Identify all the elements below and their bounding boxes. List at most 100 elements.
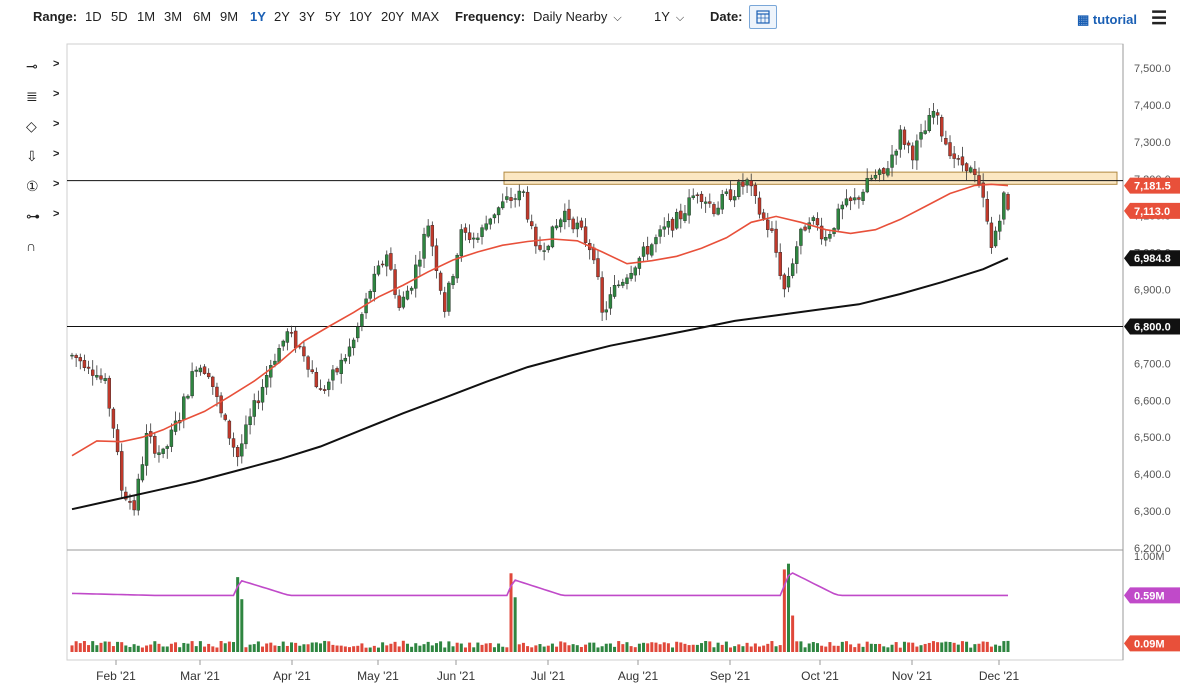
volume-bar — [459, 643, 463, 652]
candle-up — [861, 191, 865, 201]
magnet-icon: ∩ — [26, 238, 37, 254]
range-button-1d[interactable]: 1D — [85, 9, 102, 24]
candle-down — [534, 226, 538, 247]
volume-bar — [401, 640, 405, 652]
volume-bar — [646, 643, 650, 652]
tutorial-link[interactable]: ▦ tutorial — [1077, 12, 1137, 28]
range-button-5d[interactable]: 5D — [111, 9, 128, 24]
candle-up — [484, 223, 488, 230]
candle-up — [869, 177, 874, 180]
candle-up — [969, 167, 973, 173]
candle-up — [546, 245, 550, 251]
range-button-3m[interactable]: 3M — [164, 9, 183, 24]
range-button-1y[interactable]: 1Y — [250, 9, 266, 24]
volume-bar — [414, 643, 418, 652]
candle-up — [633, 267, 637, 276]
volume-bar — [815, 643, 819, 652]
volume-bar — [840, 641, 844, 652]
volume-bar — [675, 641, 679, 652]
drawing-tool-0[interactable]: ⊸ > — [24, 58, 64, 80]
price-tick-label: 6,400.0 — [1134, 469, 1171, 481]
drawing-tool-5[interactable]: ⊶ > — [24, 208, 64, 230]
volume-bar — [87, 645, 91, 652]
drawing-tool-4[interactable]: ① > — [24, 178, 64, 200]
frequency-value: Daily Nearby — [533, 9, 608, 24]
drawing-tool-2[interactable]: ◇ > — [24, 118, 64, 140]
candle-up — [173, 420, 178, 432]
candle-down — [202, 366, 207, 374]
volume-bar — [1006, 640, 1010, 652]
candle-up — [625, 277, 629, 284]
drawing-tool-1[interactable]: ≣ > — [24, 88, 64, 110]
candle-up — [368, 291, 372, 299]
candle-up — [575, 222, 579, 230]
chevron-down-icon: ⌵ — [613, 12, 622, 24]
range-button-10y[interactable]: 10Y — [349, 9, 373, 24]
volume-bar — [625, 642, 629, 652]
chevron-right-icon: > — [53, 148, 60, 160]
candle-up — [894, 150, 898, 156]
candle-down — [256, 400, 261, 404]
volume-bar — [911, 642, 915, 652]
volume-bar — [940, 642, 944, 652]
volume-bar — [534, 645, 538, 652]
volume-bar — [762, 645, 766, 652]
chevron-down-icon: ⌵ — [675, 12, 685, 24]
volume-bar — [232, 642, 236, 652]
range-button-5y[interactable]: 5Y — [325, 9, 341, 24]
candle-up — [993, 230, 998, 247]
candle-up — [273, 360, 277, 365]
candle-up — [248, 416, 252, 426]
volume-bar — [484, 643, 488, 652]
volume-bar — [472, 647, 476, 652]
candle-up — [691, 195, 695, 198]
plot-frame — [66, 43, 1124, 661]
range-button-3y[interactable]: 3Y — [299, 9, 315, 24]
volume-bar — [584, 644, 588, 652]
calendar-button[interactable] — [749, 5, 777, 29]
volume-bar — [679, 642, 683, 652]
hamburger-menu-icon[interactable]: ☰ — [1151, 8, 1168, 28]
volume-bar — [468, 642, 472, 652]
candle-down — [670, 218, 675, 231]
volume-bar — [488, 643, 492, 652]
candle-up — [650, 244, 654, 256]
period-dropdown[interactable]: 1Y ⌵ — [654, 9, 684, 25]
candle-down — [206, 372, 211, 378]
volume-bar — [120, 642, 124, 652]
candle-up — [720, 194, 724, 210]
volume-bar — [207, 643, 211, 652]
range-button-2y[interactable]: 2Y — [274, 9, 290, 24]
range-button-9m[interactable]: 9M — [220, 9, 239, 24]
range-button-20y[interactable]: 20Y — [381, 9, 405, 24]
range-button-max[interactable]: MAX — [411, 9, 440, 24]
x-tick-label: Sep '21 — [710, 669, 751, 683]
candle-up — [931, 110, 936, 118]
drawing-tool-6[interactable]: ∩ — [24, 238, 64, 260]
frequency-dropdown[interactable]: Daily Nearby ⌵ — [533, 9, 622, 25]
range-button-6m[interactable]: 6M — [193, 9, 212, 24]
drawing-tool-3[interactable]: ⇩ > — [24, 148, 64, 170]
volume-bar — [575, 645, 579, 652]
candle-up — [687, 197, 691, 216]
candle-down — [952, 153, 956, 159]
volume-bar — [327, 641, 331, 652]
volume-bar — [107, 641, 111, 652]
volume-bar — [729, 647, 733, 652]
volume-bar — [807, 643, 811, 652]
volume-bar — [178, 647, 182, 652]
range-button-1m[interactable]: 1M — [137, 9, 156, 24]
volume-bar — [579, 646, 583, 652]
volume-bar — [82, 641, 86, 652]
candle-up — [343, 357, 348, 362]
candle-up — [915, 140, 919, 161]
volume-bar — [335, 645, 339, 652]
candle-up — [559, 219, 563, 228]
volume-bar — [99, 642, 103, 652]
candle-up — [252, 400, 256, 417]
candle-down — [397, 295, 401, 308]
volume-bar — [285, 645, 289, 652]
ma50-line — [71, 183, 1009, 457]
candle-up — [824, 237, 828, 241]
